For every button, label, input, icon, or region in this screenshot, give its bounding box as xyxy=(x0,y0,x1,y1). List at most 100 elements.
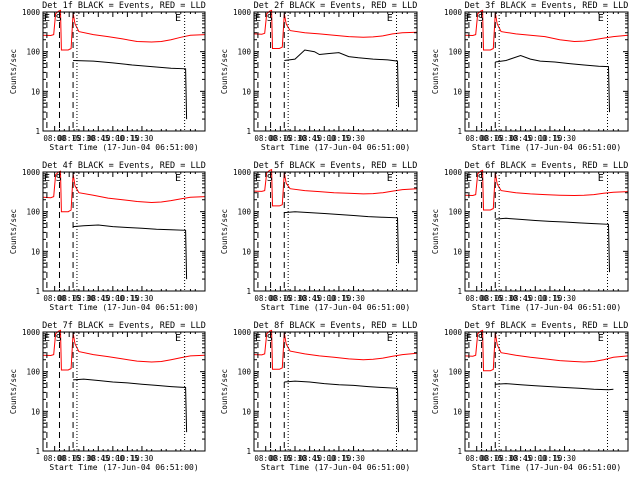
y-tick-label: 1000 xyxy=(22,168,41,177)
y-tick-label: 100 xyxy=(26,368,40,377)
x-tick-label: 08:45 xyxy=(87,294,110,303)
y-tick-label: 1000 xyxy=(22,328,41,337)
x-tick-label: 08:45 xyxy=(298,134,321,143)
y-axis-label: Counts/sec xyxy=(431,209,440,254)
x-tick-label: 08:15 xyxy=(269,134,292,143)
y-tick-label: 10 xyxy=(242,87,252,96)
y-tick-label: 1 xyxy=(457,447,462,456)
panel-title: Det 7f BLACK = Events, RED = LLD xyxy=(42,321,206,331)
x-tick-label: 08:00 xyxy=(254,294,277,303)
marker-label: E xyxy=(466,13,472,24)
x-tick-label: 10:00 xyxy=(313,454,336,463)
events-series-line xyxy=(495,217,610,273)
x-tick-label: 08:30 xyxy=(284,134,307,143)
plot-frame xyxy=(464,331,629,452)
y-tick-label: 100 xyxy=(237,208,251,217)
plot-frame xyxy=(42,11,206,132)
y-tick-label: 100 xyxy=(448,48,462,57)
x-tick-label: 10:15 xyxy=(328,294,351,303)
x-tick-label: 08:15 xyxy=(269,454,292,463)
x-tick-label: 10:15 xyxy=(116,134,139,143)
x-tick-label: 10:00 xyxy=(102,294,125,303)
x-tick-label: 08:30 xyxy=(284,294,307,303)
y-tick-label: 10 xyxy=(242,407,252,416)
panel-title: Det 6f BLACK = Events, RED = LLD xyxy=(465,161,629,171)
x-tick-label: 10:15 xyxy=(539,134,562,143)
marker-label: E xyxy=(255,333,261,344)
x-tick-label: 10:30 xyxy=(553,134,576,143)
x-axis-label: Start Time (17-Jun-04 06:51:00) xyxy=(472,143,621,152)
x-tick-label: 10:30 xyxy=(131,134,154,143)
y-tick-label: 100 xyxy=(237,368,251,377)
x-tick-label: 08:30 xyxy=(72,294,95,303)
x-tick-label: 10:00 xyxy=(313,134,336,143)
x-tick-label: 10:30 xyxy=(342,134,365,143)
marker-label: S xyxy=(267,13,273,24)
x-tick-label: 08:15 xyxy=(480,134,503,143)
events-series-line xyxy=(284,380,399,433)
x-tick-label: 08:15 xyxy=(480,454,503,463)
y-tick-label: 100 xyxy=(448,208,462,217)
events-series-line xyxy=(495,54,610,113)
marker-label: E xyxy=(598,13,604,24)
y-tick-label: 10 xyxy=(242,247,252,256)
x-tick-label: 10:15 xyxy=(116,454,139,463)
y-tick-label: 100 xyxy=(26,208,40,217)
x-tick-label: 08:00 xyxy=(465,134,488,143)
x-tick-label: 08:15 xyxy=(58,454,81,463)
x-tick-label: 08:45 xyxy=(298,294,321,303)
marker-label: E xyxy=(175,13,181,24)
plot-frame xyxy=(464,171,629,292)
marker-label: E xyxy=(466,173,472,184)
x-tick-label: 10:30 xyxy=(342,454,365,463)
plot-frame xyxy=(253,331,418,452)
marker-label: E xyxy=(44,333,50,344)
lld-series-line xyxy=(42,170,206,213)
events-series-line xyxy=(73,378,188,433)
marker-label: E xyxy=(387,173,393,184)
panel-title: Det 4f BLACK = Events, RED = LLD xyxy=(42,161,206,171)
x-tick-label: 10:15 xyxy=(539,294,562,303)
panel-title: Det 9f BLACK = Events, RED = LLD xyxy=(465,321,629,331)
x-tick-label: 10:00 xyxy=(102,134,125,143)
x-tick-label: 08:45 xyxy=(298,454,321,463)
marker-label: S xyxy=(478,13,484,24)
y-tick-label: 100 xyxy=(26,48,40,57)
x-axis-label: Start Time (17-Jun-04 06:51:00) xyxy=(261,303,410,312)
y-tick-label: 1000 xyxy=(22,8,41,17)
y-tick-label: 1 xyxy=(246,287,251,296)
events-series-line xyxy=(284,49,399,108)
marker-label: E xyxy=(255,173,261,184)
y-axis-label: Counts/sec xyxy=(431,49,440,94)
marker-label: E xyxy=(175,333,181,344)
y-axis-label: Counts/sec xyxy=(220,369,229,414)
x-tick-label: 10:15 xyxy=(539,454,562,463)
x-tick-label: 10:00 xyxy=(102,454,125,463)
x-tick-label: 08:15 xyxy=(58,294,81,303)
x-tick-label: 10:30 xyxy=(553,454,576,463)
panel-title: Det 5f BLACK = Events, RED = LLD xyxy=(254,161,418,171)
events-series-line xyxy=(73,60,188,120)
x-axis-label: Start Time (17-Jun-04 06:51:00) xyxy=(261,463,410,472)
y-tick-label: 10 xyxy=(31,87,41,96)
y-tick-label: 1000 xyxy=(444,8,463,17)
marker-label: E xyxy=(44,173,50,184)
events-series-line xyxy=(284,211,399,264)
plot-frame xyxy=(253,11,418,132)
y-tick-label: 1000 xyxy=(444,168,463,177)
y-axis-label: Counts/sec xyxy=(9,369,18,414)
marker-label: S xyxy=(267,173,273,184)
marker-label: E xyxy=(175,173,181,184)
x-axis-label: Start Time (17-Jun-04 06:51:00) xyxy=(472,463,621,472)
x-tick-label: 08:15 xyxy=(480,294,503,303)
x-tick-label: 10:30 xyxy=(553,294,576,303)
marker-label: E xyxy=(387,13,393,24)
x-tick-label: 08:30 xyxy=(72,134,95,143)
x-tick-label: 10:00 xyxy=(524,134,547,143)
plot-frame xyxy=(42,331,206,452)
marker-label: S xyxy=(56,173,62,184)
x-tick-label: 10:30 xyxy=(131,294,154,303)
